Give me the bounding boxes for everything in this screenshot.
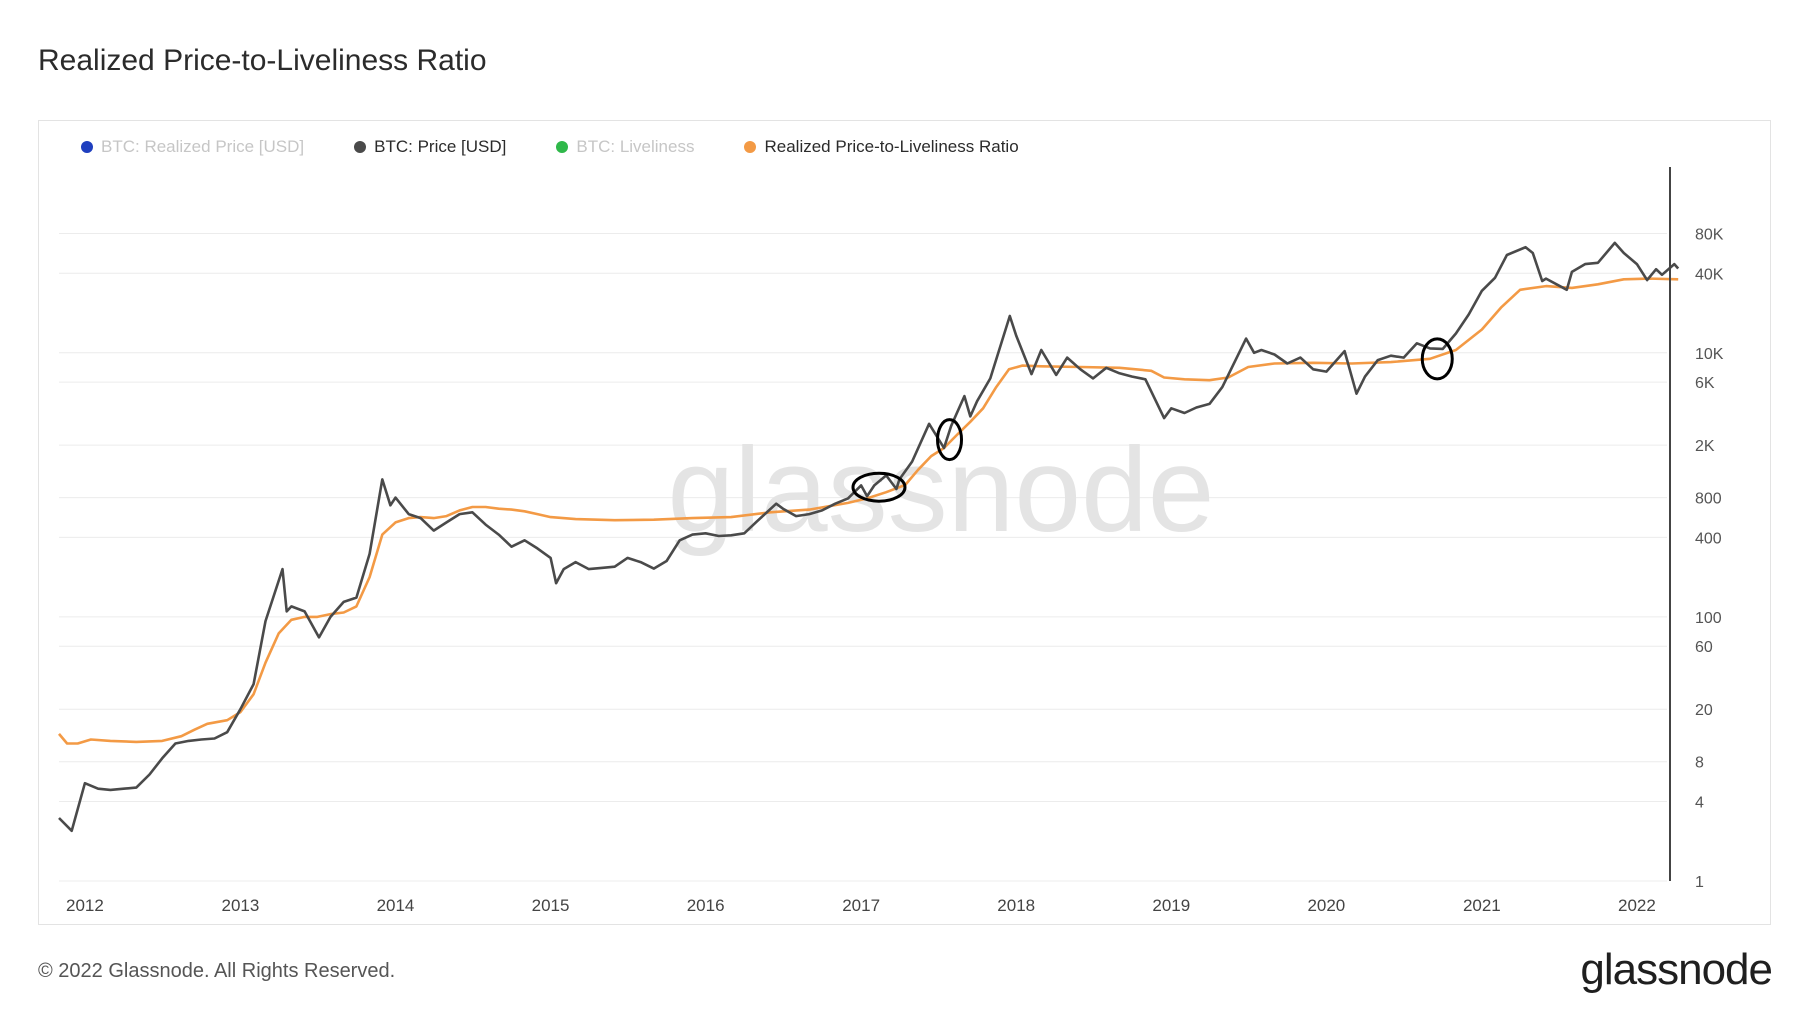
- legend-label: BTC: Liveliness: [576, 137, 695, 156]
- plot-area[interactable]: glassnode 2012 2013 2014 2015 2016 2017 2018 20…: [39, 121, 1770, 924]
- y-tick-label: 1: [1695, 874, 1704, 891]
- y-tick-label: 80K: [1695, 227, 1724, 244]
- x-tick-label: 2014: [377, 896, 415, 915]
- x-tick-label: 2016: [687, 896, 725, 915]
- chart-panel: BTC: Realized Price [USD] BTC: Price [US…: [38, 120, 1771, 925]
- x-tick-label: 2019: [1152, 896, 1190, 915]
- legend-label: Realized Price-to-Liveliness Ratio: [764, 137, 1019, 156]
- annotation-ellipse: [851, 471, 907, 503]
- y-tick-label: 4: [1695, 794, 1704, 811]
- copyright-text: © 2022 Glassnode. All Rights Reserved.: [38, 960, 396, 982]
- legend: BTC: Realized Price [USD] BTC: Price [US…: [81, 137, 1019, 157]
- legend-dot-icon: [81, 141, 93, 153]
- y-tick-label: 60: [1695, 639, 1713, 656]
- legend-item-ratio[interactable]: Realized Price-to-Liveliness Ratio: [744, 137, 1019, 157]
- y-tick-label: 2K: [1695, 438, 1715, 455]
- x-tick-label: 2015: [532, 896, 570, 915]
- y-tick-label: 40K: [1695, 266, 1724, 283]
- legend-label: BTC: Price [USD]: [374, 137, 507, 156]
- grid-lines: [59, 233, 1667, 882]
- legend-item-realized-price[interactable]: BTC: Realized Price [USD]: [81, 137, 304, 157]
- y-axis: 80K 40K 10K 6K 2K 800 400 100 60 20 8 4 1: [1695, 227, 1724, 891]
- legend-dot-icon: [354, 141, 367, 153]
- y-tick-label: 20: [1695, 702, 1713, 719]
- x-tick-label: 2012: [66, 896, 104, 915]
- legend-dot-icon: [744, 141, 757, 153]
- x-tick-label: 2018: [997, 896, 1035, 915]
- y-tick-label: 400: [1695, 530, 1722, 547]
- chart-title: Realized Price-to-Liveliness Ratio: [38, 44, 487, 77]
- y-tick-label: 800: [1695, 491, 1722, 508]
- x-tick-label: 2013: [222, 896, 260, 915]
- annotation-ellipse: [1420, 337, 1454, 381]
- x-tick-label: 2022: [1618, 896, 1656, 915]
- y-tick-label: 10K: [1695, 346, 1724, 363]
- legend-item-btc-price[interactable]: BTC: Price [USD]: [354, 137, 506, 157]
- annotation-markers: [851, 337, 1454, 503]
- legend-dot-icon: [556, 141, 569, 153]
- annotation-ellipse: [936, 418, 964, 462]
- y-tick-label: 100: [1695, 610, 1722, 627]
- y-tick-label: 8: [1695, 755, 1704, 772]
- glassnode-logo[interactable]: glassnode: [1580, 945, 1773, 994]
- y-tick-label: 6K: [1695, 375, 1715, 392]
- x-tick-label: 2017: [842, 896, 880, 915]
- legend-item-liveliness[interactable]: BTC: Liveliness: [556, 137, 694, 157]
- legend-label: BTC: Realized Price [USD]: [101, 137, 305, 156]
- x-tick-label: 2020: [1307, 896, 1345, 915]
- x-axis: 2012 2013 2014 2015 2016 2017 2018 2019 2020 2021…: [66, 896, 1656, 915]
- x-tick-label: 2021: [1463, 896, 1501, 915]
